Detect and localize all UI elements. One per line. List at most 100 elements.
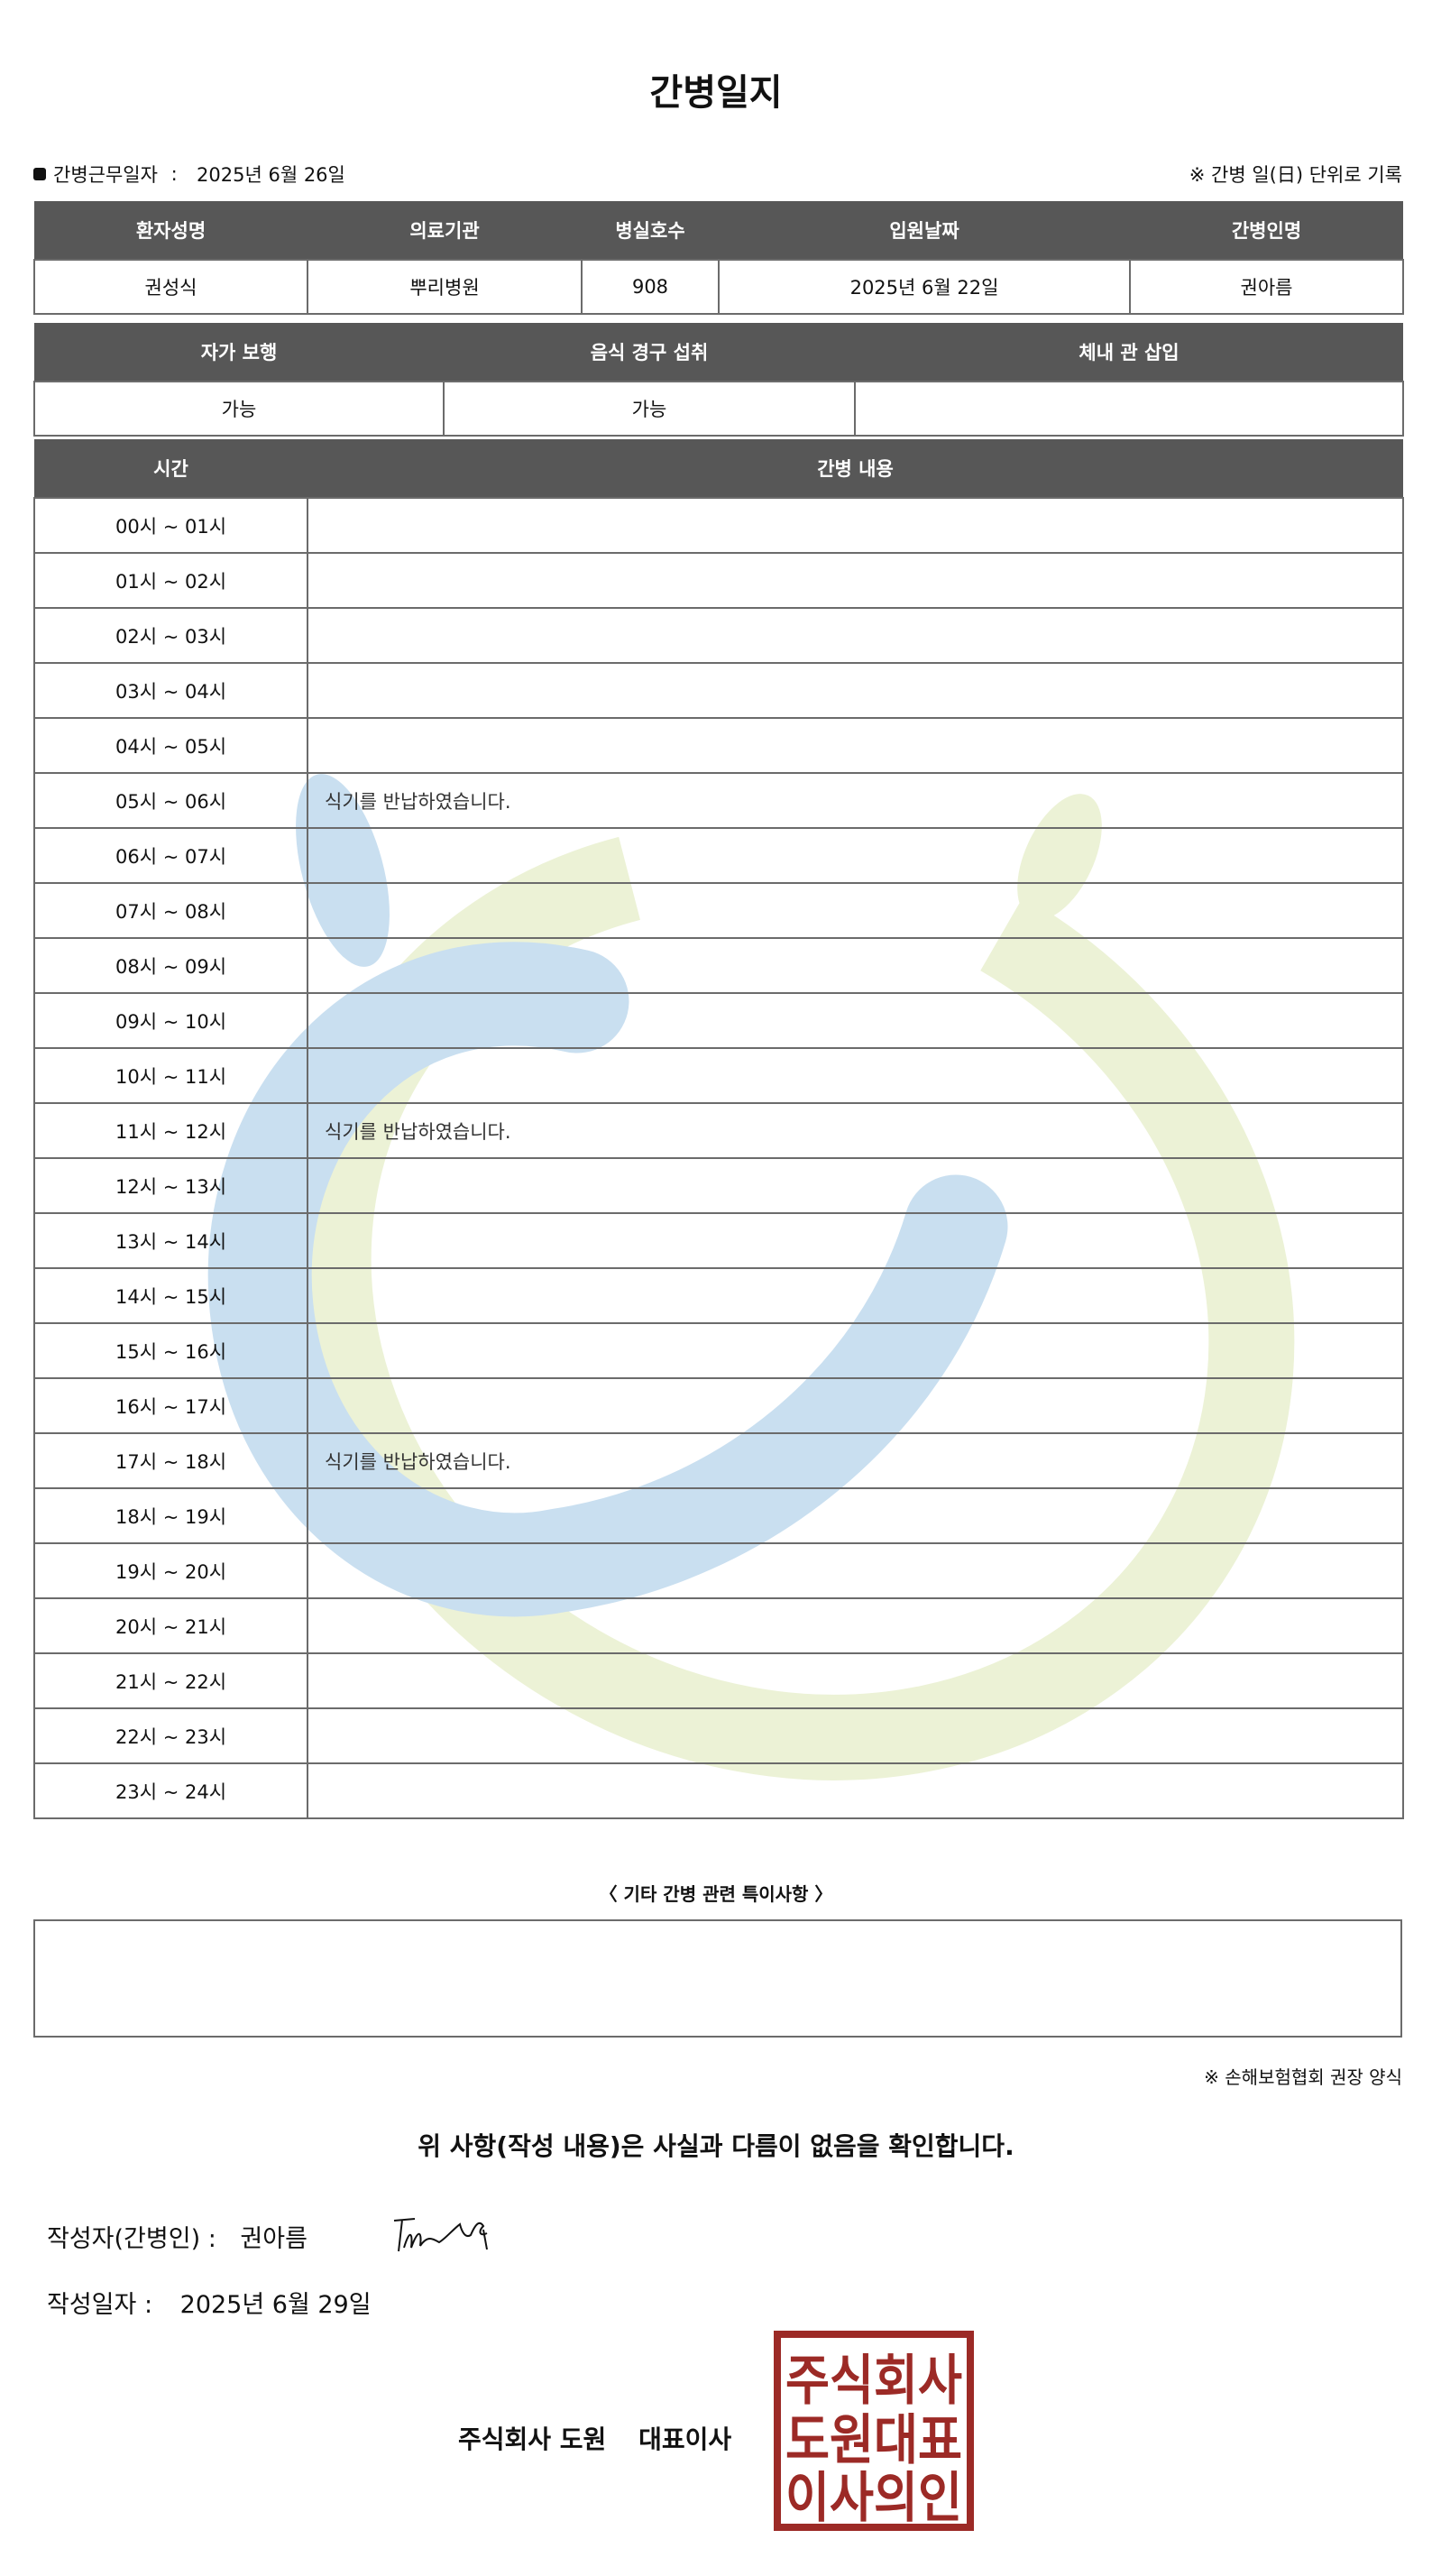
- log-row: 03시 ~ 04시: [33, 662, 1404, 719]
- log-time: 15시 ~ 16시: [33, 1322, 308, 1379]
- log-row: 21시 ~ 22시: [33, 1652, 1404, 1709]
- signature-image: [393, 2218, 488, 2252]
- patient-name: 권성식: [33, 259, 308, 315]
- log-time: 06시 ~ 07시: [33, 827, 308, 884]
- page-title: 간병일지: [649, 72, 783, 114]
- log-row: 23시 ~ 24시: [33, 1762, 1404, 1819]
- log-row: 06시 ~ 07시: [33, 827, 1404, 884]
- log-time: 09시 ~ 10시: [33, 992, 308, 1049]
- confirmation-statement: 위 사항(작성 내용)은 사실과 다름이 없음을 확인합니다.: [418, 2131, 1014, 2161]
- log-row: 22시 ~ 23시: [33, 1707, 1404, 1764]
- log-content: [307, 497, 1404, 554]
- log-content: [307, 1267, 1404, 1324]
- writer-label: 작성자(간병인) :: [47, 2225, 216, 2253]
- svg-text:도원대표: 도원대표: [785, 2409, 962, 2472]
- work-date-value: 2025년 6월 26일: [197, 164, 345, 186]
- patient-info-table: 환자성명 의료기관 병실호수 입원날짜 간병인명 권성식 뿌리병원 908 20…: [33, 201, 1404, 315]
- header-caregiver: 간병인명: [1130, 201, 1403, 260]
- log-content: [307, 607, 1404, 664]
- write-date-value: 2025년 6월 29일: [179, 2291, 372, 2319]
- log-content: [307, 552, 1404, 609]
- writer-line: 작성자(간병인) : 권아름: [47, 2218, 488, 2254]
- log-content: [307, 1322, 1404, 1379]
- company-signature: 주식회사 도원 대표이사: [458, 2420, 731, 2456]
- patient-status-table: 자가 보행 음식 경구 섭취 체내 관 삽입 가능 가능: [33, 323, 1404, 437]
- hospital: 뿌리병원: [307, 259, 583, 315]
- log-row: 16시 ~ 17시: [33, 1377, 1404, 1434]
- work-date-line: 간병근무일자 : 2025년 6월 26일: [33, 161, 345, 188]
- log-row: 04시 ~ 05시: [33, 717, 1404, 774]
- log-content: [307, 1377, 1404, 1434]
- record-note: ※ 간병 일(日) 단위로 기록: [1189, 164, 1402, 186]
- header-content: 간병 내용: [308, 439, 1403, 498]
- patient-header-row: 환자성명 의료기관 병실호수 입원날짜 간병인명: [34, 201, 1403, 260]
- svg-text:이사의인: 이사의인: [785, 2467, 962, 2530]
- log-row: 15시 ~ 16시: [33, 1322, 1404, 1379]
- status-header-row: 자가 보행 음식 경구 섭취 체내 관 삽입: [34, 323, 1403, 382]
- log-time: 16시 ~ 17시: [33, 1377, 308, 1434]
- log-row: 12시 ~ 13시: [33, 1157, 1404, 1214]
- other-notes-label: 〈 기타 간병 관련 특이사항 〉: [599, 1883, 833, 1905]
- log-time: 11시 ~ 12시: [33, 1102, 308, 1159]
- log-row: 14시 ~ 15시: [33, 1267, 1404, 1324]
- other-notes-box: [33, 1919, 1402, 2038]
- log-row: 05시 ~ 06시 식기를 반납하였습니다.: [33, 772, 1404, 829]
- log-time: 10시 ~ 11시: [33, 1047, 308, 1104]
- log-time: 13시 ~ 14시: [33, 1212, 308, 1269]
- log-time: 03시 ~ 04시: [33, 662, 308, 719]
- log-time: 04시 ~ 05시: [33, 717, 308, 774]
- walking-value: 가능: [33, 381, 445, 437]
- log-content: [307, 1487, 1404, 1544]
- log-row: 20시 ~ 21시: [33, 1597, 1404, 1654]
- company-name: 주식회사 도원: [458, 2424, 607, 2454]
- log-content: [307, 1707, 1404, 1764]
- care-log-table: 시간 간병 내용 00시 ~ 01시 01시 ~ 02시 02시 ~ 03시 03시 …: [33, 439, 1404, 1819]
- header-walking: 자가 보행: [34, 323, 444, 382]
- writer-name: 권아름: [240, 2225, 308, 2253]
- header-room: 병실호수: [582, 201, 719, 260]
- oral-intake-value: 가능: [443, 381, 856, 437]
- log-content: [307, 1212, 1404, 1269]
- admission-date: 2025년 6월 22일: [718, 259, 1131, 315]
- tube-insertion-value: [854, 381, 1404, 437]
- header-time: 시간: [34, 439, 308, 498]
- caregiver-name: 권아름: [1129, 259, 1404, 315]
- log-time: 00시 ~ 01시: [33, 497, 308, 554]
- log-time: 12시 ~ 13시: [33, 1157, 308, 1214]
- log-time: 14시 ~ 15시: [33, 1267, 308, 1324]
- log-content: [307, 1597, 1404, 1654]
- colon: :: [164, 163, 190, 185]
- log-content: [307, 1157, 1404, 1214]
- log-row: 17시 ~ 18시 식기를 반납하였습니다.: [33, 1432, 1404, 1489]
- seal-image: 주식회사 도원대표 이사의인: [781, 2338, 967, 2530]
- log-row: 11시 ~ 12시 식기를 반납하였습니다.: [33, 1102, 1404, 1159]
- log-time: 05시 ~ 06시: [33, 772, 308, 829]
- log-row: 19시 ~ 20시: [33, 1542, 1404, 1599]
- log-content: [307, 1542, 1404, 1599]
- work-date-label: 간병근무일자: [53, 164, 158, 186]
- log-content: [307, 827, 1404, 884]
- form-note: ※ 손해보험협회 권장 양식: [1204, 2066, 1402, 2088]
- log-content: [307, 662, 1404, 719]
- log-time: 21시 ~ 22시: [33, 1652, 308, 1709]
- log-time: 23시 ~ 24시: [33, 1762, 308, 1819]
- log-row: 09시 ~ 10시: [33, 992, 1404, 1049]
- header-admission-date: 입원날짜: [719, 201, 1130, 260]
- svg-text:주식회사: 주식회사: [785, 2350, 962, 2413]
- log-time: 19시 ~ 20시: [33, 1542, 308, 1599]
- log-content: [307, 882, 1404, 939]
- bullet-square-icon: [33, 168, 46, 180]
- log-time: 01시 ~ 02시: [33, 552, 308, 609]
- log-header-row: 시간 간병 내용: [34, 439, 1403, 498]
- header-patient-name: 환자성명: [34, 201, 308, 260]
- log-content: [307, 992, 1404, 1049]
- ceo-label: 대표이사: [638, 2424, 732, 2454]
- company-seal-stamp: 주식회사 도원대표 이사의인: [774, 2331, 974, 2531]
- log-row: 10시 ~ 11시: [33, 1047, 1404, 1104]
- log-content: [307, 1762, 1404, 1819]
- log-content: 식기를 반납하였습니다.: [307, 772, 1404, 829]
- log-time: 22시 ~ 23시: [33, 1707, 308, 1764]
- log-time: 20시 ~ 21시: [33, 1597, 308, 1654]
- write-date-line: 작성일자 : 2025년 6월 29일: [47, 2285, 372, 2320]
- write-date-label: 작성일자 :: [47, 2291, 153, 2319]
